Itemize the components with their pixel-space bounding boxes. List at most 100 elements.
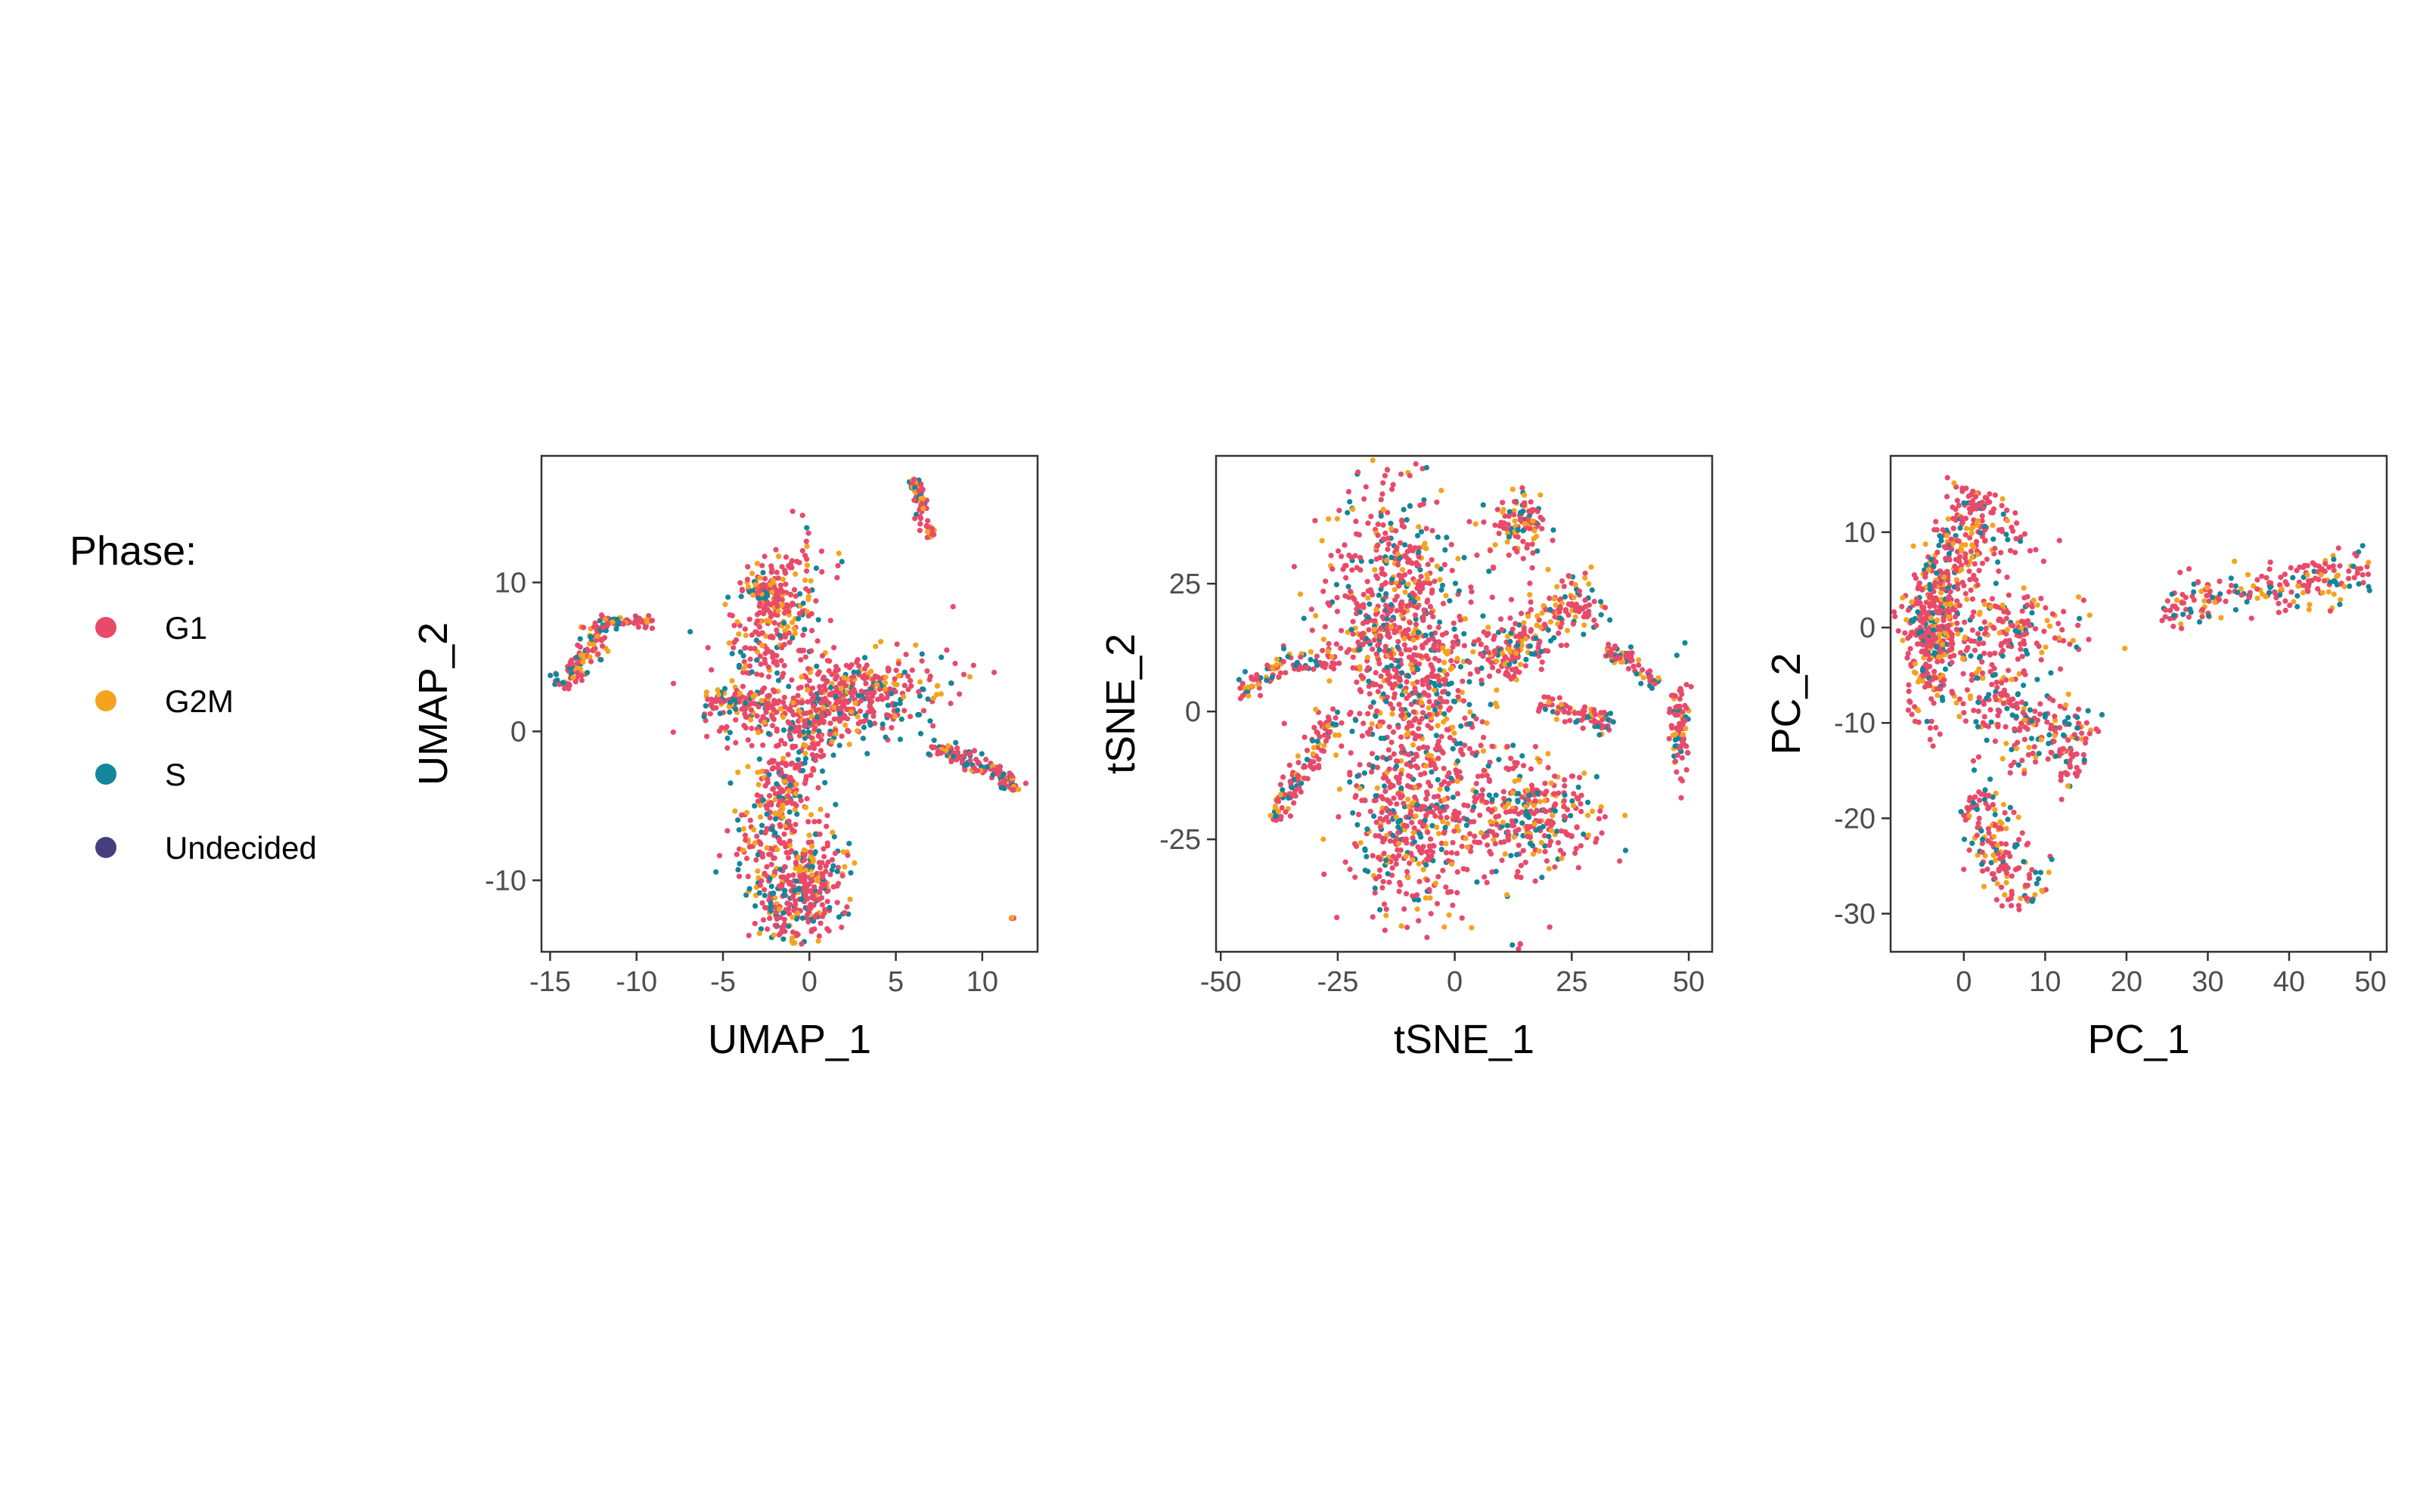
tsne-point [1472, 799, 1478, 805]
tsne-point [1565, 573, 1571, 579]
tsne-point [1545, 566, 1551, 572]
umap-point [770, 723, 776, 729]
tsne-point [1446, 912, 1452, 918]
tsne-point [1679, 778, 1685, 784]
tsne-point [1304, 748, 1311, 754]
tsne-point [1494, 832, 1500, 838]
umap-plot-frame [540, 454, 1039, 953]
tsne-point [1384, 665, 1390, 671]
umap-point [649, 625, 656, 631]
tsne-point [1378, 497, 1384, 503]
tsne-point [1454, 890, 1460, 896]
tsne-point [1383, 699, 1389, 705]
tsne-point [1568, 813, 1574, 819]
tsne-point [1380, 522, 1386, 528]
tsne-point [1646, 674, 1652, 680]
tsne-point [1572, 581, 1578, 588]
tsne-point [1531, 821, 1537, 827]
umap-point [773, 547, 779, 553]
tsne-point [1411, 599, 1417, 605]
umap-point [814, 752, 820, 759]
pca-point [1928, 601, 1934, 607]
umap-point [777, 772, 783, 778]
tsne-point [1585, 832, 1591, 838]
tsne-point [1370, 914, 1376, 920]
tsne-point [1364, 619, 1370, 625]
tsne-point [1544, 789, 1550, 795]
tsne-point [1463, 835, 1469, 841]
umap-point [594, 634, 600, 640]
pca-point [1975, 502, 1981, 509]
umap-point [818, 712, 824, 718]
umap-point [788, 798, 794, 804]
tsne-point [1485, 842, 1491, 848]
tsne-point [1413, 813, 1419, 820]
tsne-point [1357, 761, 1363, 768]
tsne-point [1670, 732, 1676, 739]
tsne-point [1454, 655, 1460, 662]
tsne-point [1412, 645, 1418, 651]
umap-point [839, 733, 845, 739]
umap-points [548, 476, 1029, 947]
umap-point [908, 714, 914, 720]
tsne-point [1354, 843, 1360, 850]
tsne-point [1454, 770, 1460, 776]
pca-point [1958, 649, 1964, 655]
umap-point [587, 654, 593, 660]
tsne-point [1424, 575, 1430, 582]
tsne-y-tick-label: 0 [1185, 696, 1201, 728]
tsne-point [1551, 803, 1557, 809]
tsne-point [1408, 850, 1414, 857]
tsne-point [1442, 677, 1448, 683]
tsne-point [1520, 508, 1526, 514]
tsne-point [1376, 867, 1383, 873]
umap-point [758, 661, 764, 668]
tsne-point [1516, 826, 1522, 832]
pca-point [1964, 596, 1970, 603]
umap-point [746, 886, 752, 892]
umap-point [755, 595, 762, 602]
tsne-point [1593, 773, 1599, 779]
tsne-point [1682, 702, 1688, 709]
tsne-point [1357, 567, 1364, 573]
tsne-point [1330, 706, 1336, 712]
umap-point [766, 674, 772, 680]
tsne-point [1450, 840, 1456, 846]
tsne-point [1539, 875, 1545, 881]
umap-point [804, 683, 810, 689]
umap-point [577, 636, 583, 642]
tsne-point [1528, 509, 1534, 516]
tsne-point [1362, 798, 1368, 804]
pca-point [1922, 541, 1928, 547]
tsne-point [1410, 857, 1416, 863]
tsne-point [1345, 488, 1351, 495]
tsne-point [1677, 686, 1683, 692]
tsne-point [1422, 770, 1428, 776]
tsne-point [1314, 729, 1320, 735]
tsne-point [1678, 795, 1684, 801]
umap-point [753, 857, 759, 863]
umap-point [822, 882, 828, 888]
tsne-point [1562, 776, 1568, 783]
umap-point [771, 659, 777, 665]
tsne-point [1410, 829, 1416, 835]
umap-point [724, 745, 731, 751]
tsne-point [1401, 642, 1407, 648]
tsne-point [1335, 709, 1341, 715]
tsne-point [1589, 587, 1595, 593]
tsne-point [1390, 705, 1396, 711]
tsne-point [1380, 507, 1386, 513]
umap-point [827, 905, 833, 911]
umap-point [766, 772, 772, 778]
tsne-point [1348, 588, 1354, 594]
tsne-point [1438, 587, 1444, 593]
tsne-point [1360, 591, 1367, 598]
tsne-point [1437, 667, 1443, 673]
umap-x-tick-label: -15 [529, 966, 571, 998]
tsne-point [1355, 469, 1361, 476]
tsne-point [1473, 716, 1479, 722]
tsne-point [1391, 695, 1397, 701]
umap-point [862, 713, 868, 719]
tsne-point [1452, 581, 1459, 587]
tsne-point [1602, 605, 1609, 611]
